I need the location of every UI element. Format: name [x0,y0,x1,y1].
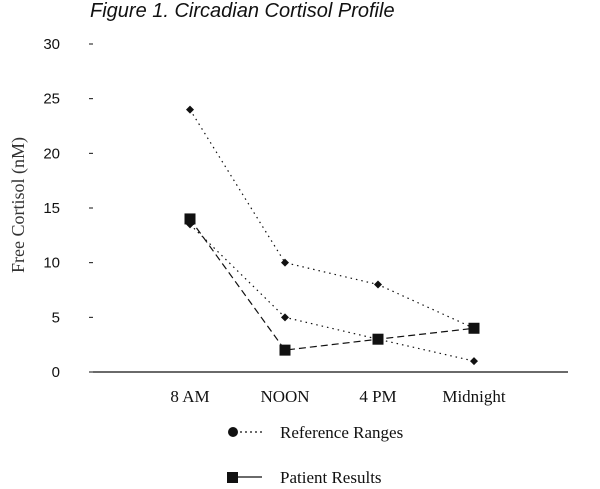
y-tick-label: 30 [43,36,60,53]
y-tick-label: 0 [52,364,60,381]
patient-results-point [184,213,196,225]
reference-upper-point [281,258,289,267]
legend-patient-marker [227,472,238,483]
y-tick-label: 15 [43,200,60,217]
reference-upper-point [186,105,194,114]
series-layer [184,105,480,366]
reference-upper-point [374,280,382,289]
y-tick-label: 5 [52,309,60,326]
legend-reference-marker [228,427,238,437]
x-tick-label: 8 AM [170,387,209,406]
reference-upper-line [189,109,475,329]
y-tick-label: 20 [43,145,60,162]
legend: Reference Ranges Patient Results [227,423,403,487]
y-tick-label: 10 [43,255,60,272]
y-tick-label: 25 [43,91,60,108]
reference-lower-point [470,357,478,366]
y-axis-label: Free Cortisol (nM) [8,137,29,273]
legend-patient-label: Patient Results [280,468,382,487]
patient-results-line [189,218,475,351]
x-axis: 8 AM NOON 4 PM Midnight [93,371,568,406]
reference-lower-line [189,223,475,362]
x-tick-label: Midnight [442,387,506,406]
reference-lower-point [281,313,289,322]
patient-results-point [372,333,384,345]
x-tick-label: NOON [260,387,309,406]
chart-title: Figure 1. Circadian Cortisol Profile [90,0,395,22]
patient-results-point [468,322,480,334]
x-tick-label: 4 PM [359,387,396,406]
patient-results-point [279,344,291,356]
legend-reference-label: Reference Ranges [280,423,403,442]
y-axis: 0 5 10 15 20 25 30 [43,36,93,381]
